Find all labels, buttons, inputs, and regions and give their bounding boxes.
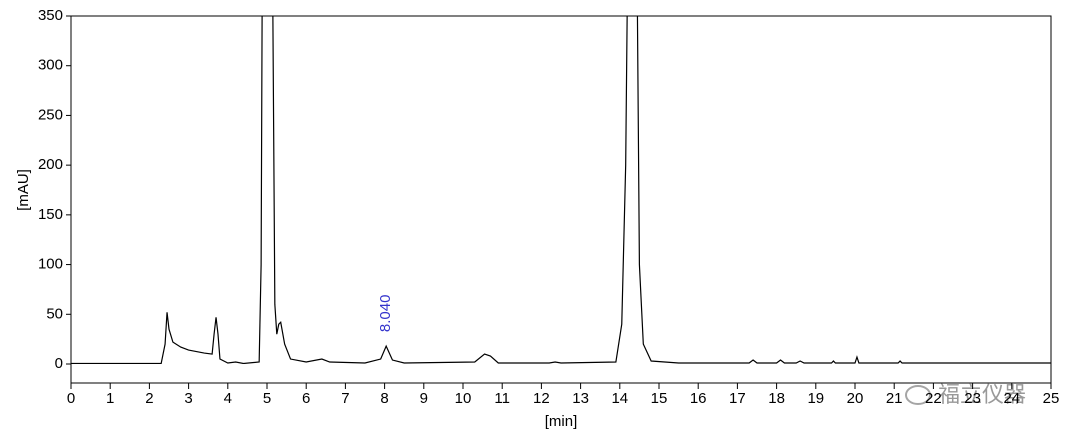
y-tick-label: 50 bbox=[46, 305, 63, 322]
y-tick-label: 150 bbox=[38, 206, 63, 223]
x-tick-label: 20 bbox=[847, 390, 864, 407]
x-axis-label: [min] bbox=[545, 413, 578, 430]
x-tick-label: 19 bbox=[807, 390, 824, 407]
y-tick-label: 350 bbox=[38, 7, 63, 24]
x-tick-label: 18 bbox=[768, 390, 785, 407]
x-tick-label: 8 bbox=[380, 390, 388, 407]
peak-annotation: 8.040 bbox=[377, 295, 394, 333]
x-tick-label: 11 bbox=[494, 390, 510, 407]
x-tick-label: 17 bbox=[729, 390, 746, 407]
x-tick-label: 5 bbox=[263, 390, 271, 407]
x-tick-label: 9 bbox=[420, 390, 428, 407]
x-tick-label: 13 bbox=[572, 390, 589, 407]
x-tick-label: 24 bbox=[1003, 390, 1020, 407]
y-tick-label: 200 bbox=[38, 156, 63, 173]
x-tick-label: 21 bbox=[886, 390, 903, 407]
x-tick-label: 3 bbox=[184, 390, 192, 407]
x-tick-label: 25 bbox=[1043, 390, 1060, 407]
x-tick-label: 23 bbox=[964, 390, 981, 407]
y-tick-label: 250 bbox=[38, 106, 63, 123]
x-tick-label: 22 bbox=[925, 390, 942, 407]
x-tick-label: 6 bbox=[302, 390, 310, 407]
watermark-icon bbox=[905, 385, 931, 405]
x-tick-label: 10 bbox=[455, 390, 472, 407]
x-tick-label: 7 bbox=[341, 390, 349, 407]
x-tick-label: 2 bbox=[145, 390, 153, 407]
x-tick-label: 16 bbox=[690, 390, 707, 407]
plot-frame bbox=[70, 15, 1052, 384]
x-tick-label: 15 bbox=[651, 390, 668, 407]
chromatogram-line bbox=[71, 16, 1051, 364]
x-tick-label: 0 bbox=[67, 390, 75, 407]
y-tick-label: 100 bbox=[38, 256, 63, 273]
x-tick-label: 4 bbox=[224, 390, 232, 407]
x-tick-label: 1 bbox=[106, 390, 114, 407]
x-tick-label: 14 bbox=[611, 390, 628, 407]
x-tick-label: 12 bbox=[533, 390, 550, 407]
y-tick-label: 0 bbox=[55, 355, 63, 372]
y-tick-label: 300 bbox=[38, 57, 63, 74]
y-axis-label: [mAU] bbox=[15, 169, 32, 211]
